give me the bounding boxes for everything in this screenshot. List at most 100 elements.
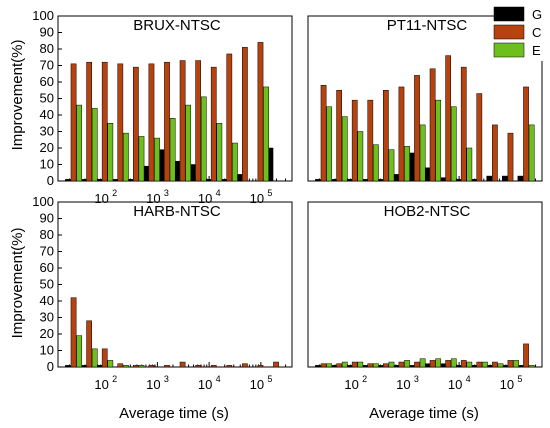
bar-c	[351, 361, 358, 368]
bar-g	[315, 179, 321, 182]
x-tick-label: 10	[448, 377, 462, 392]
bar-c	[523, 343, 529, 368]
y-tick-label: 40	[40, 293, 54, 308]
bar-c	[70, 297, 77, 368]
bar-e	[76, 335, 83, 368]
x-tick-exponent: 3	[164, 188, 169, 198]
bar-e	[373, 363, 379, 368]
bar-c	[398, 361, 405, 368]
bar-c	[226, 53, 233, 182]
y-tick-label: 70	[40, 58, 54, 73]
x-tick-exponent: 4	[216, 374, 221, 384]
bar-c	[320, 85, 327, 182]
bar-c	[414, 75, 420, 182]
bar-c	[429, 68, 436, 182]
y-tick-label: 30	[40, 310, 54, 325]
bar-e	[497, 363, 504, 368]
bar-c	[86, 320, 92, 368]
bar-c	[70, 63, 77, 182]
bar-e	[357, 131, 364, 182]
bar-c	[101, 348, 108, 368]
bar-g	[315, 365, 321, 368]
x-tick-exponent: 2	[362, 374, 367, 384]
bar-c	[414, 361, 420, 368]
bar-c	[242, 47, 248, 182]
bar-e	[388, 149, 395, 182]
x-tick-label: 10	[94, 191, 108, 206]
bar-e	[528, 124, 535, 182]
bar-c	[164, 61, 170, 182]
bar-c	[476, 361, 483, 368]
bar-c	[367, 99, 374, 182]
x-tick-exponent: 4	[216, 188, 221, 198]
bar-c	[179, 60, 186, 182]
bar-e	[466, 147, 473, 182]
y-tick-label: 80	[40, 41, 54, 56]
y-tick-label: 0	[47, 173, 54, 188]
legend-swatch-e	[493, 42, 525, 58]
x-tick-label: 10	[344, 377, 358, 392]
y-tick-label: 100	[32, 8, 54, 23]
x-tick-exponent: 5	[267, 188, 272, 198]
y-tick-label: 20	[40, 326, 54, 341]
panel-title: HARB-NTSC	[133, 203, 221, 220]
bar-e	[513, 360, 519, 368]
bar-c	[351, 99, 358, 182]
bar-c	[492, 124, 498, 182]
bar-e	[326, 363, 333, 368]
bar-c	[336, 363, 342, 368]
x-tick-label: 10	[500, 377, 514, 392]
legend-label-g: G	[532, 7, 542, 22]
bar-c	[460, 360, 467, 368]
bar-e	[138, 136, 145, 182]
x-axis-label-right: Average time (s)	[369, 405, 479, 422]
y-tick-label: 80	[40, 227, 54, 242]
bar-c	[320, 363, 327, 368]
bar-c	[523, 86, 529, 182]
bar-e	[373, 144, 379, 182]
legend-swatch-g	[493, 6, 525, 22]
bar-e	[466, 361, 473, 368]
y-tick-label: 0	[47, 359, 54, 374]
bar-c	[117, 63, 124, 182]
x-tick-label: 10	[250, 191, 264, 206]
bar-e	[341, 361, 348, 368]
bar-c	[257, 42, 264, 182]
bar-c	[273, 361, 279, 368]
legend-swatch-c	[493, 24, 525, 40]
bar-c	[179, 361, 186, 368]
bar-c	[383, 90, 389, 182]
x-axis-label-left: Average time (s)	[119, 405, 229, 422]
y-tick-label: 10	[40, 343, 54, 358]
y-tick-label: 70	[40, 244, 54, 259]
bar-c	[148, 365, 155, 368]
bar-c	[398, 86, 405, 182]
x-tick-exponent: 2	[112, 374, 117, 384]
bar-e	[450, 106, 457, 182]
bar-c	[429, 360, 436, 368]
panel-frame	[57, 201, 293, 368]
bar-c	[117, 363, 124, 368]
x-tick-exponent: 3	[414, 374, 419, 384]
panel-frame	[307, 201, 543, 368]
bar-c	[164, 365, 170, 368]
bar-c	[148, 63, 155, 182]
x-tick-exponent: 2	[112, 188, 117, 198]
bar-c	[133, 66, 139, 182]
bar-g	[65, 365, 71, 368]
bar-e	[388, 361, 395, 368]
x-tick-exponent: 3	[164, 374, 169, 384]
y-tick-label: 100	[32, 194, 54, 209]
x-tick-exponent: 4	[466, 374, 471, 384]
y-tick-label: 90	[40, 25, 54, 40]
bar-e	[482, 361, 488, 368]
x-tick-exponent: 5	[517, 374, 522, 384]
bar-c	[492, 361, 498, 368]
bar-e	[263, 86, 269, 182]
bar-c	[507, 132, 514, 182]
bar-e	[169, 118, 176, 182]
bar-e	[138, 365, 145, 368]
